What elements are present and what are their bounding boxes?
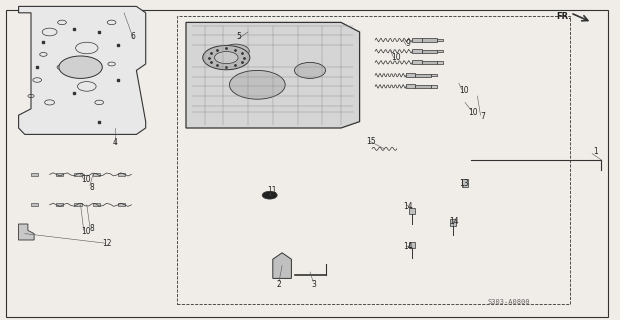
Bar (412, 60, 422, 64)
Text: 14: 14 (450, 217, 459, 226)
Text: 14: 14 (403, 242, 413, 251)
Bar (422, 61, 437, 64)
Text: 14: 14 (403, 202, 413, 211)
Circle shape (262, 191, 277, 199)
Text: 10: 10 (468, 108, 478, 116)
Bar (437, 39, 443, 41)
Bar (31, 203, 38, 206)
Bar (415, 85, 431, 88)
Bar (74, 173, 82, 176)
Bar (409, 208, 415, 214)
Bar (406, 84, 415, 88)
Text: 12: 12 (102, 239, 112, 248)
Text: 6: 6 (131, 32, 136, 41)
Text: 10: 10 (459, 86, 469, 95)
Text: 1: 1 (593, 147, 598, 156)
Text: 11: 11 (267, 186, 277, 195)
Text: S303-A0800: S303-A0800 (487, 300, 529, 305)
Text: 8: 8 (89, 183, 94, 192)
Text: 5: 5 (236, 32, 241, 41)
Bar (431, 85, 437, 88)
Bar (431, 74, 437, 76)
Text: 13: 13 (459, 179, 469, 188)
Bar (422, 50, 437, 53)
Text: 10: 10 (391, 53, 401, 62)
Bar (450, 219, 456, 226)
Text: 2: 2 (277, 280, 281, 289)
Bar (31, 173, 38, 176)
Bar (177, 16, 570, 304)
Text: FR.: FR. (557, 12, 572, 20)
Bar (437, 61, 443, 64)
Polygon shape (19, 6, 146, 134)
Circle shape (203, 45, 250, 70)
Circle shape (294, 62, 326, 78)
Bar (118, 203, 125, 206)
Bar (422, 38, 437, 42)
Circle shape (59, 56, 102, 78)
Bar (437, 50, 443, 52)
Bar (93, 203, 100, 206)
Circle shape (215, 52, 238, 64)
Bar (409, 242, 415, 248)
Circle shape (222, 44, 249, 58)
Bar (406, 73, 415, 77)
Polygon shape (19, 224, 34, 240)
Bar (56, 203, 63, 206)
Text: 15: 15 (366, 137, 376, 146)
Bar (118, 173, 125, 176)
Circle shape (229, 70, 285, 99)
Text: 10: 10 (81, 227, 91, 236)
Bar (93, 173, 100, 176)
Text: 4: 4 (112, 138, 117, 147)
Bar (56, 173, 63, 176)
Polygon shape (186, 22, 360, 128)
Bar (415, 74, 431, 77)
Text: 10: 10 (81, 175, 91, 184)
Bar (412, 49, 422, 53)
Text: 8: 8 (89, 224, 94, 233)
Text: 9: 9 (405, 39, 410, 48)
Text: 3: 3 (312, 280, 317, 289)
Bar (74, 203, 82, 206)
Bar (412, 38, 422, 42)
Bar (462, 179, 468, 187)
Text: 7: 7 (480, 112, 485, 121)
Polygon shape (273, 253, 291, 278)
